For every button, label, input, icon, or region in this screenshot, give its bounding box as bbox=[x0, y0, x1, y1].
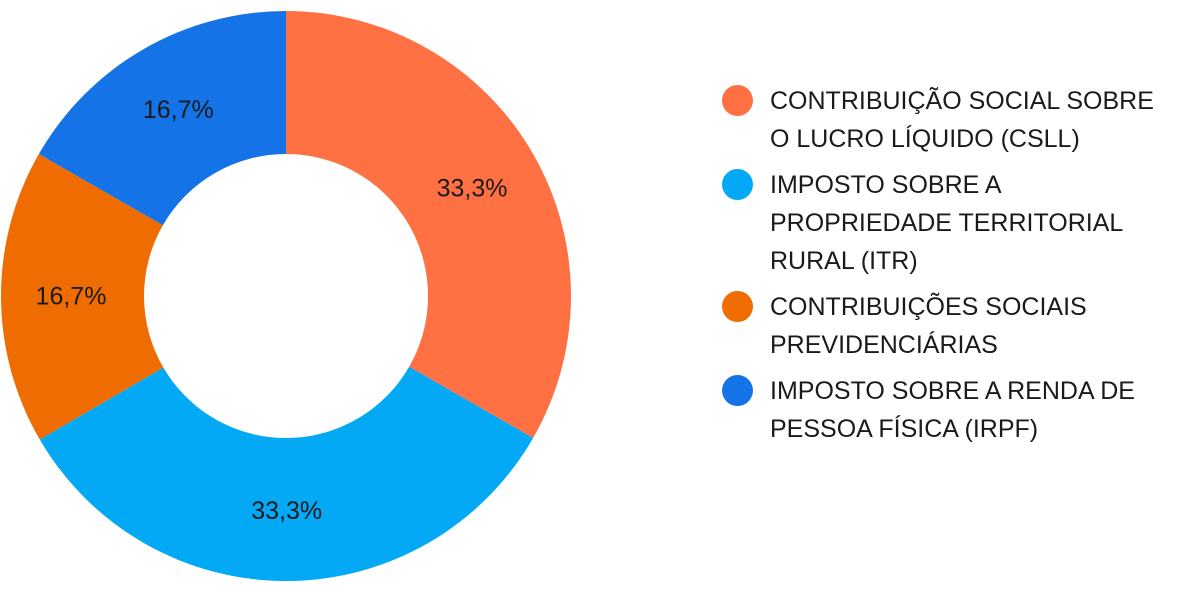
slice-data-label: 16,7% bbox=[143, 96, 214, 124]
legend-label: CONTRIBUIÇÃO SOCIAL SOBRE O LUCRO LÍQUID… bbox=[770, 87, 1154, 153]
legend-item: CONTRIBUIÇÕES SOCIAIS PREVIDENCIÁRIAS bbox=[722, 288, 1182, 364]
legend-item: CONTRIBUIÇÃO SOCIAL SOBRE O LUCRO LÍQUID… bbox=[722, 82, 1182, 158]
legend-swatch bbox=[722, 169, 753, 200]
chart-legend: CONTRIBUIÇÃO SOCIAL SOBRE O LUCRO LÍQUID… bbox=[722, 82, 1182, 456]
legend-swatch bbox=[722, 375, 753, 406]
legend-label: IMPOSTO SOBRE A PROPRIEDADE TERRITORIAL … bbox=[770, 171, 1123, 275]
legend-label: CONTRIBUIÇÕES SOCIAIS PREVIDENCIÁRIAS bbox=[770, 293, 1087, 359]
legend-swatch bbox=[722, 291, 753, 322]
pie-slice bbox=[39, 366, 534, 581]
legend-item: IMPOSTO SOBRE A RENDA DE PESSOA FÍSICA (… bbox=[722, 372, 1182, 448]
slice-labels-group: 33,3% 33,3% 16,7% 16,7% bbox=[36, 96, 508, 525]
legend-item: IMPOSTO SOBRE A PROPRIEDADE TERRITORIAL … bbox=[722, 166, 1182, 280]
slices-group bbox=[1, 11, 572, 581]
pie-slice bbox=[1, 154, 164, 440]
pie-slice bbox=[286, 11, 572, 438]
slice-data-label: 16,7% bbox=[36, 283, 107, 311]
slice-data-label: 33,3% bbox=[437, 174, 508, 202]
legend-label: IMPOSTO SOBRE A RENDA DE PESSOA FÍSICA (… bbox=[770, 377, 1135, 443]
legend-swatch bbox=[722, 85, 753, 116]
pie-slice bbox=[38, 11, 286, 226]
slice-data-label: 33,3% bbox=[251, 497, 322, 525]
